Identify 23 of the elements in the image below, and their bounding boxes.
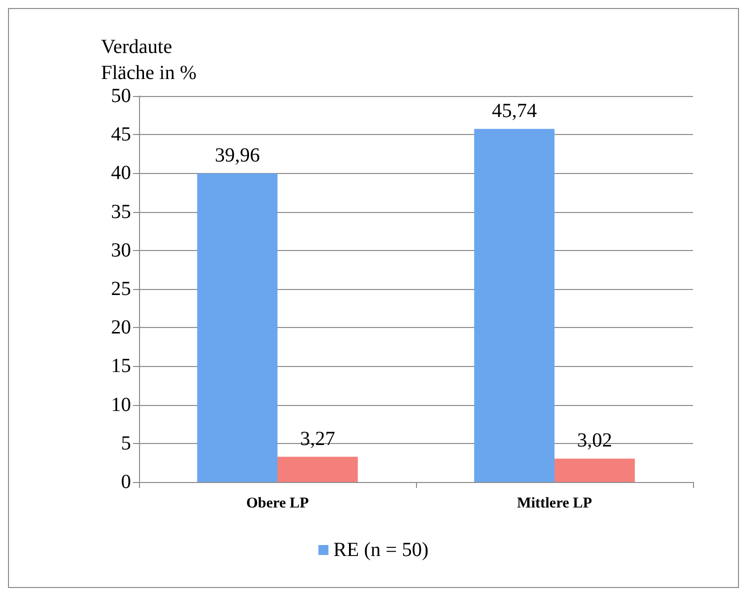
data-label: 45,74 (492, 100, 537, 122)
x-tick-label: Obere LP (246, 496, 309, 512)
y-axis-title: Verdaute Fläche in % (101, 36, 197, 84)
y-tick-label: 15 (111, 355, 131, 378)
y-tick-label: 30 (111, 239, 131, 262)
y-tick-label: 50 (111, 85, 131, 107)
bar (474, 128, 554, 482)
data-label: 3,27 (300, 428, 336, 450)
y-tick-label: 0 (121, 471, 131, 493)
data-label: 39,96 (214, 144, 260, 167)
bar (554, 458, 635, 482)
x-tick-label: Mittlere LP (516, 496, 592, 512)
y-tick-label: 20 (111, 316, 131, 339)
bar (278, 456, 358, 482)
y-tick-label: 40 (111, 162, 131, 184)
bar (197, 174, 278, 482)
y-tick-label: 45 (111, 124, 131, 146)
y-tick-label: 35 (111, 200, 131, 223)
legend-label: RE (n = 50) (333, 539, 429, 561)
data-label: 3,02 (577, 430, 612, 452)
y-tick-label: 25 (111, 278, 131, 300)
y-tick-label: 5 (121, 432, 131, 454)
y-tick-label: 10 (111, 394, 131, 416)
